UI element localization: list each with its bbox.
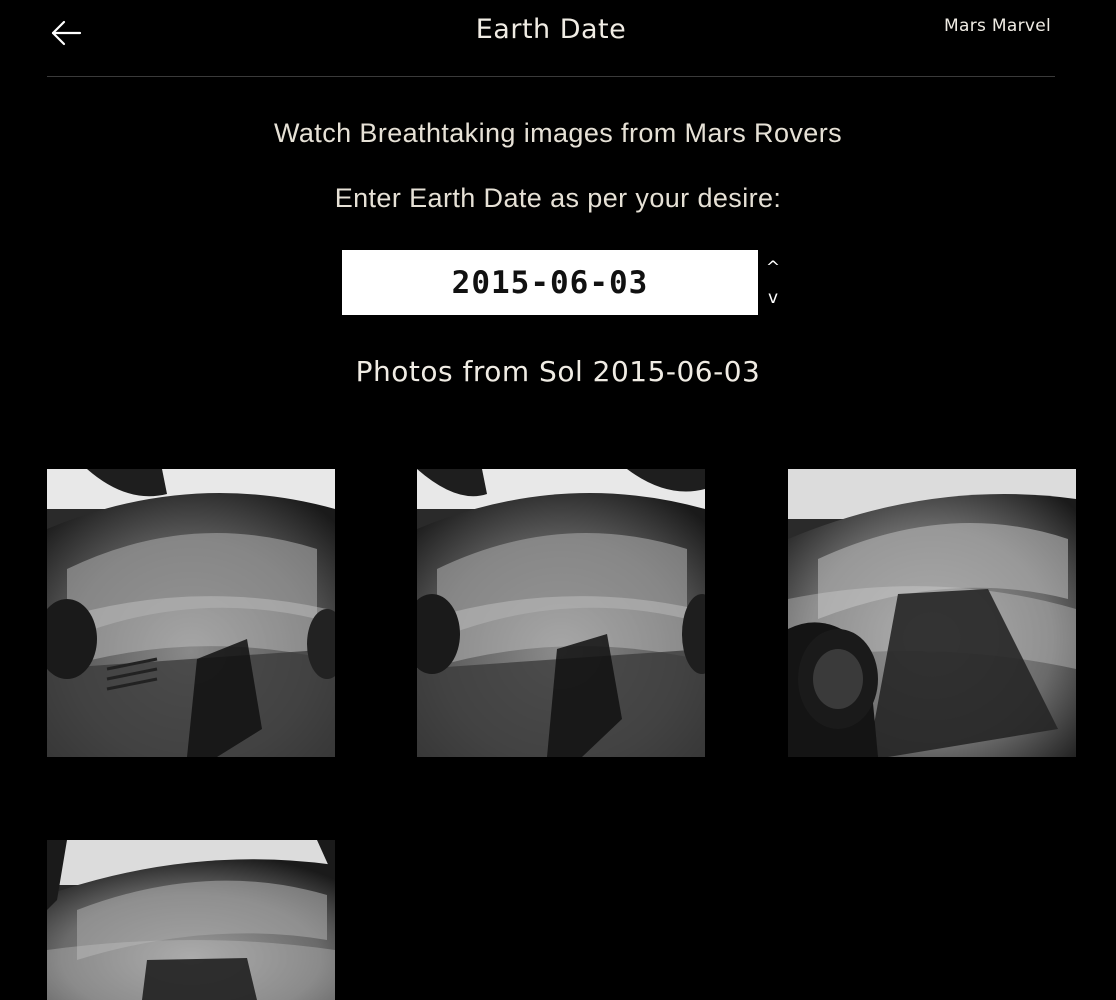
top-header: Earth Date Mars Marvel <box>47 0 1055 77</box>
rover-photo[interactable] <box>47 840 335 1000</box>
rover-photo-image <box>47 469 335 757</box>
photos-heading: Photos from Sol 2015-06-03 <box>355 355 761 388</box>
rover-photo-image <box>417 469 705 757</box>
decrement-date-button[interactable]: v <box>767 288 779 308</box>
brand-link[interactable]: Mars Marvel <box>944 16 1051 36</box>
page-title: Earth Date <box>475 14 627 45</box>
rover-photo-image <box>47 840 335 1000</box>
date-stepper: ^ v <box>762 254 784 312</box>
earth-date-input[interactable] <box>342 250 758 315</box>
rover-photo[interactable] <box>417 469 705 757</box>
date-prompt: Enter Earth Date as per your desire: <box>334 183 782 213</box>
tagline: Watch Breathtaking images from Mars Rove… <box>274 118 842 148</box>
increment-date-button[interactable]: ^ <box>765 258 781 278</box>
rover-photo[interactable] <box>47 469 335 757</box>
arrow-left-icon <box>51 20 82 46</box>
rover-photo-image <box>788 469 1076 757</box>
rover-photo[interactable] <box>788 469 1076 757</box>
back-button[interactable] <box>50 18 82 48</box>
